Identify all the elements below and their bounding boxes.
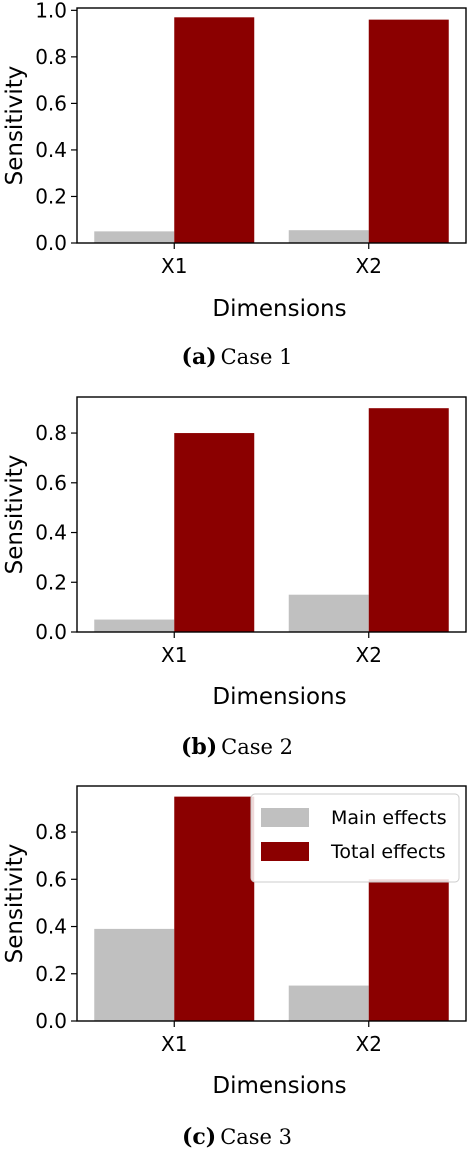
panel-caption: (c) Case 3 [182, 1124, 292, 1150]
caption-label: (a) [182, 344, 217, 370]
x-axis-title: Dimensions [212, 1073, 346, 1099]
y-tick-label: 0.2 [35, 570, 67, 594]
bar-total-x2 [368, 408, 449, 632]
panel-caption: (a) Case 1 [182, 344, 293, 370]
y-tick-label: 0.8 [35, 820, 67, 844]
bar-main-x2 [288, 594, 369, 632]
bar-main-x2 [288, 230, 369, 243]
x-tick-label: X2 [356, 254, 382, 278]
y-tick-label: 0.8 [35, 421, 67, 445]
caption-text: Case 3 [220, 1125, 292, 1149]
y-axis-title: Sensitivity [2, 66, 28, 186]
x-tick-label: X1 [161, 643, 187, 667]
legend-swatch-total [261, 842, 309, 861]
bar-total-x1 [174, 796, 255, 1021]
x-tick-label: X2 [356, 1032, 382, 1056]
x-axis-title: Dimensions [212, 684, 346, 710]
x-tick-label: X2 [356, 643, 382, 667]
bar-total-x1 [174, 433, 255, 632]
bar-main-x1 [94, 231, 175, 243]
legend-label-main: Main effects [331, 807, 447, 829]
caption-text: Case 2 [221, 735, 293, 759]
caption-label: (c) [182, 1124, 216, 1150]
chart-panel-1: X1 X2 0.0 0.2 0.4 0.6 0.8 1.0 Dimensions Sensitiv… [2, 0, 467, 370]
caption-text: Case 1 [221, 345, 293, 369]
legend-swatch-main [261, 808, 309, 827]
bar-main-x1 [94, 619, 175, 632]
x-axis-title: Dimensions [212, 296, 346, 322]
panel-caption: (b) Case 2 [181, 734, 293, 760]
plot-frame [76, 785, 467, 1022]
y-tick-label: 0.6 [35, 471, 67, 495]
y-tick-label: 0.6 [35, 867, 67, 891]
y-axis-title: Sensitivity [2, 455, 28, 575]
chart-panel-2: X1 X2 0.0 0.2 0.4 0.6 0.8 Dimensions Sensitivity… [2, 396, 467, 760]
legend-label-total: Total effects [330, 841, 446, 863]
y-tick-label: 0.2 [35, 184, 67, 208]
bar-main-x1 [94, 928, 175, 1021]
legend: Main effects Total effects [250, 793, 460, 883]
y-tick-label: 0.4 [35, 521, 67, 545]
bar-total-x2 [368, 19, 449, 243]
chart-panel-3: X1 X2 0.0 0.2 0.4 0.6 0.8 Dimensions Sensitivity… [2, 785, 467, 1150]
plot-frame [76, 7, 467, 244]
y-tick-label: 0.8 [35, 45, 67, 69]
y-tick-label: 0.0 [35, 620, 67, 644]
y-tick-label: 0.4 [35, 138, 67, 162]
y-tick-label: 0.6 [35, 91, 67, 115]
y-axis-title: Sensitivity [2, 844, 28, 964]
y-tick-label: 0.2 [35, 962, 67, 986]
caption-label: (b) [181, 734, 217, 760]
y-tick-label: 0.4 [35, 915, 67, 939]
y-tick-label: 1.0 [35, 0, 67, 22]
bar-total-x2 [368, 879, 449, 1021]
bar-total-x1 [174, 17, 255, 243]
x-tick-label: X1 [161, 1032, 187, 1056]
y-tick-label: 0.0 [35, 1009, 67, 1033]
x-tick-label: X1 [161, 254, 187, 278]
plot-frame [76, 396, 467, 633]
bar-main-x2 [288, 985, 369, 1021]
y-tick-label: 0.0 [35, 231, 67, 255]
